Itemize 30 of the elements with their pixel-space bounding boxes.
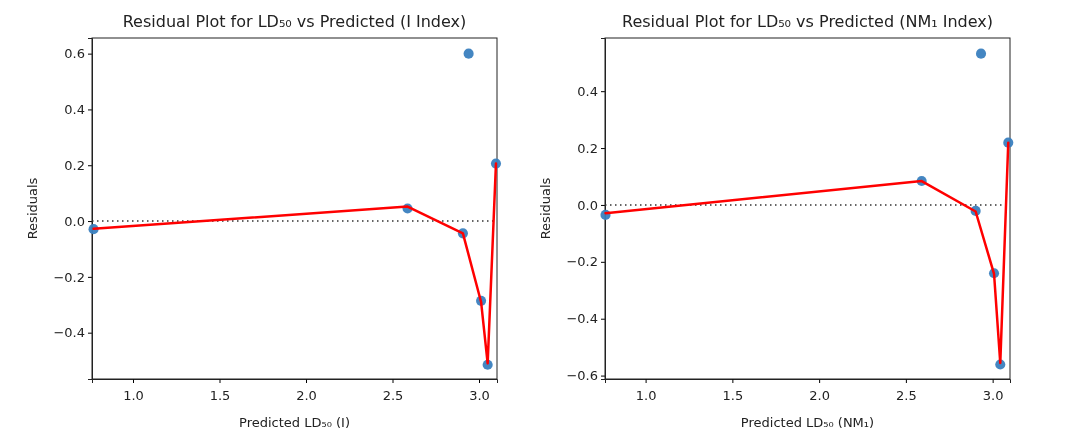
y-tick-label: −0.4 <box>53 325 85 341</box>
x-axis-title: Predicted LD₅₀ (I) <box>239 415 350 430</box>
x-axis-title: Predicted LD₅₀ (NM₁) <box>740 415 875 430</box>
y-tick-label: −0.2 <box>53 269 85 285</box>
y-tick-label: 0.0 <box>577 197 598 213</box>
x-tick-label: 2.5 <box>382 388 404 404</box>
y-axis-title: Residuals <box>538 177 553 240</box>
x-tick-label: 1.5 <box>209 388 231 404</box>
y-tick-label: 0.0 <box>64 213 85 229</box>
point <box>975 48 987 59</box>
x-tick-label: 1.5 <box>722 388 744 404</box>
point <box>463 48 474 59</box>
x-tick-label: 3.0 <box>469 388 490 404</box>
y-tick-label: 0.4 <box>64 102 85 118</box>
y-tick-label: 0.2 <box>577 140 598 156</box>
x-tick-label: 2.5 <box>896 388 917 404</box>
x-tick-label: 1.0 <box>635 388 657 404</box>
x-tick-label: 3.0 <box>982 388 1004 404</box>
y-tick-label: −0.2 <box>566 254 598 270</box>
chart-title: Residual Plot for LD₅₀ vs Predicted (I Index) <box>122 12 467 31</box>
x-tick-label: 2.0 <box>809 388 830 404</box>
y-tick-label: −0.4 <box>566 311 598 327</box>
y-tick-label: 0.6 <box>64 46 85 62</box>
y-tick-label: 0.2 <box>64 157 85 173</box>
x-tick-label: 1.0 <box>123 388 144 404</box>
chart-title: Residual Plot for LD₅₀ vs Predicted (NM₁ Index) <box>621 12 994 31</box>
x-tick-label: 2.0 <box>296 388 317 404</box>
y-tick-label: −0.6 <box>566 368 598 384</box>
y-axis-title: Residuals <box>25 177 40 240</box>
y-tick-label: 0.4 <box>577 83 598 99</box>
